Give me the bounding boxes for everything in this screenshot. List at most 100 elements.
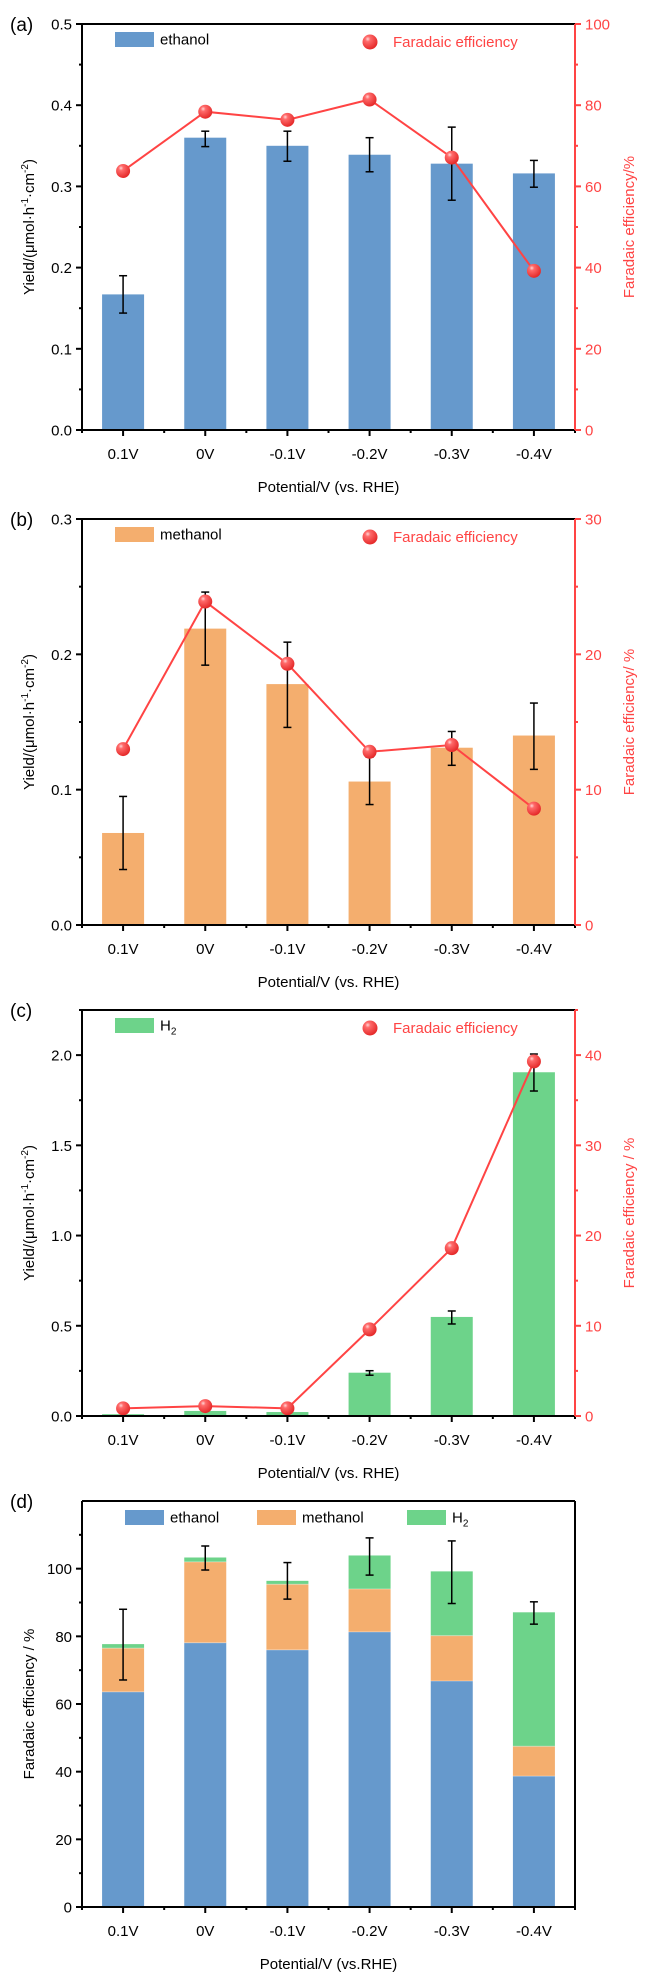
y-axis-title-part: ·cm xyxy=(21,668,38,693)
y2-tick-label: 100 xyxy=(585,17,610,34)
fe-line xyxy=(122,600,535,810)
y-axis-title: Faradaic efficiency / % xyxy=(21,1629,38,1780)
legend-item-ethanol: ethanol xyxy=(125,1510,219,1527)
legend-label: Faradaic efficiency xyxy=(393,34,518,51)
legend-item-ethanol: ethanol xyxy=(115,32,209,49)
y-axis-title-part: Yield/(μmol·h xyxy=(21,207,38,295)
y-tick-label: 0.4 xyxy=(51,98,72,115)
fe-point-1 xyxy=(198,594,213,609)
y-tick-label: 1.0 xyxy=(51,1228,72,1245)
x-tick-label: 0.1V xyxy=(108,941,139,958)
legend-swatch xyxy=(115,1018,154,1033)
fe-point-2 xyxy=(280,112,295,127)
fe-point-2 xyxy=(280,1401,295,1416)
y-tick-label: 0.3 xyxy=(51,512,72,529)
x-axis-title: Potential/V (vs. RHE) xyxy=(258,974,400,991)
legend-label: methanol xyxy=(302,1510,364,1527)
legend-label: ethanol xyxy=(160,32,209,49)
fe-point-4 xyxy=(444,738,459,753)
y2-axis-title: Faradaic efficiency/ % xyxy=(621,649,638,795)
y2-tick-label: 60 xyxy=(585,179,602,196)
panel-label: (d) xyxy=(10,1492,33,1513)
x-tick-label: -0.2V xyxy=(352,941,388,958)
bar-ethanol-4 xyxy=(430,1680,473,1907)
bar-ethanol-5 xyxy=(512,173,555,430)
bar-ethanol-0 xyxy=(102,294,145,430)
x-tick-label: -0.3V xyxy=(434,1923,470,1940)
y-tick-label: 80 xyxy=(55,1629,72,1646)
bar-ethanol-2 xyxy=(266,145,309,431)
legend-swatch xyxy=(115,527,154,542)
fe-point-0 xyxy=(116,742,131,757)
x-tick-label: -0.4V xyxy=(516,941,552,958)
y-axis-title-part: ) xyxy=(21,1145,38,1150)
y-axis-title-superscript: -2 xyxy=(20,1150,31,1159)
legend-marker xyxy=(362,1020,378,1036)
legend-item-methanol: methanol xyxy=(115,527,222,544)
y-axis-title: Yield/(μmol·h-1·cm-2) xyxy=(20,654,38,790)
y-axis-title-superscript: -2 xyxy=(20,659,31,668)
error-bar-4 xyxy=(447,1540,456,1605)
x-tick-label: 0V xyxy=(196,1923,214,1940)
y-tick-label: 20 xyxy=(55,1832,72,1849)
fe-point-4 xyxy=(444,1241,459,1256)
bar-h2-5 xyxy=(512,1072,555,1416)
error-bar-2 xyxy=(283,130,292,162)
legend: ethanol Faradaic efficiency xyxy=(115,32,518,51)
x-tick-label: 0V xyxy=(196,941,214,958)
error-bar-5 xyxy=(529,702,538,771)
x-tick-label: -0.1V xyxy=(269,1432,305,1449)
y-axis-title-part: ·cm xyxy=(21,1159,38,1184)
x-tick-label: 0.1V xyxy=(108,446,139,463)
bar-methanol-3 xyxy=(348,781,391,925)
x-tick-label: -0.4V xyxy=(516,1432,552,1449)
legend-swatch xyxy=(257,1510,296,1525)
y-tick-label: 0.5 xyxy=(51,17,72,34)
bar-h2-5 xyxy=(512,1612,555,1747)
y2-tick-label: 20 xyxy=(585,1228,602,1245)
chart-panel-c: (c) 0.1V 0V -0.1V -0.2V -0.3V -0.4V 0.0 0.5 1.0 1.… xyxy=(10,1001,638,1482)
legend-swatch xyxy=(407,1510,446,1525)
panel-label: (b) xyxy=(10,510,33,531)
fe-point-2 xyxy=(280,656,295,671)
legend-label: Faradaic efficiency xyxy=(393,1020,518,1037)
y2-tick-label: 0 xyxy=(585,918,593,935)
y-tick-label: 0.1 xyxy=(51,782,72,799)
y-tick-label: 0.0 xyxy=(51,918,72,935)
bar-ethanol-4 xyxy=(430,163,473,430)
legend-swatch xyxy=(115,32,154,47)
fe-point-4 xyxy=(444,150,459,165)
bar-h2-1 xyxy=(184,1410,227,1416)
legend: H2 Faradaic efficiency xyxy=(115,1018,518,1038)
error-bar-1 xyxy=(201,130,210,148)
x-tick-label: -0.1V xyxy=(269,446,305,463)
legend-marker xyxy=(362,34,378,50)
x-tick-label: -0.1V xyxy=(269,941,305,958)
y2-tick-label: 30 xyxy=(585,512,602,529)
y-axis-title-superscript: -1 xyxy=(20,1184,31,1193)
y2-axis-title: Faradaic efficiency / % xyxy=(621,1138,638,1289)
legend-swatch xyxy=(125,1510,164,1525)
x-tick-label: -0.2V xyxy=(352,1923,388,1940)
y-axis-title-part: ·cm xyxy=(21,173,38,198)
bar-methanol-1 xyxy=(184,1561,227,1643)
bar-ethanol-3 xyxy=(348,1631,391,1907)
y-axis-title: Yield/(μmol·h-1·cm-2) xyxy=(20,159,38,295)
fe-point-3 xyxy=(362,92,377,107)
y2-tick-label: 80 xyxy=(585,98,602,115)
x-axis-title: Potential/V (vs. RHE) xyxy=(258,479,400,496)
fe-line xyxy=(123,1061,535,1410)
y2-tick-label: 30 xyxy=(585,1138,602,1155)
y2-axis-title: Faradaic efficiency/% xyxy=(621,156,638,298)
legend-item-faradaic-efficiency: Faradaic efficiency xyxy=(362,34,518,51)
bar-methanol-4 xyxy=(430,1635,473,1681)
x-axis-title: Potential/V (vs.RHE) xyxy=(260,1956,398,1973)
legend-label: H2 xyxy=(160,1018,177,1038)
legend: methanol Faradaic efficiency xyxy=(115,527,518,546)
y2-tick-label: 10 xyxy=(585,1318,602,1335)
error-bar-0 xyxy=(119,795,128,871)
legend-item-h: H2 xyxy=(115,1018,177,1038)
chart-panel-a: (a) 0.1V 0V -0.1V -0.2V -0.3V -0.4V 0.0 0.1 0.2 0.… xyxy=(10,15,638,496)
y-axis-title-part: ) xyxy=(21,159,38,164)
